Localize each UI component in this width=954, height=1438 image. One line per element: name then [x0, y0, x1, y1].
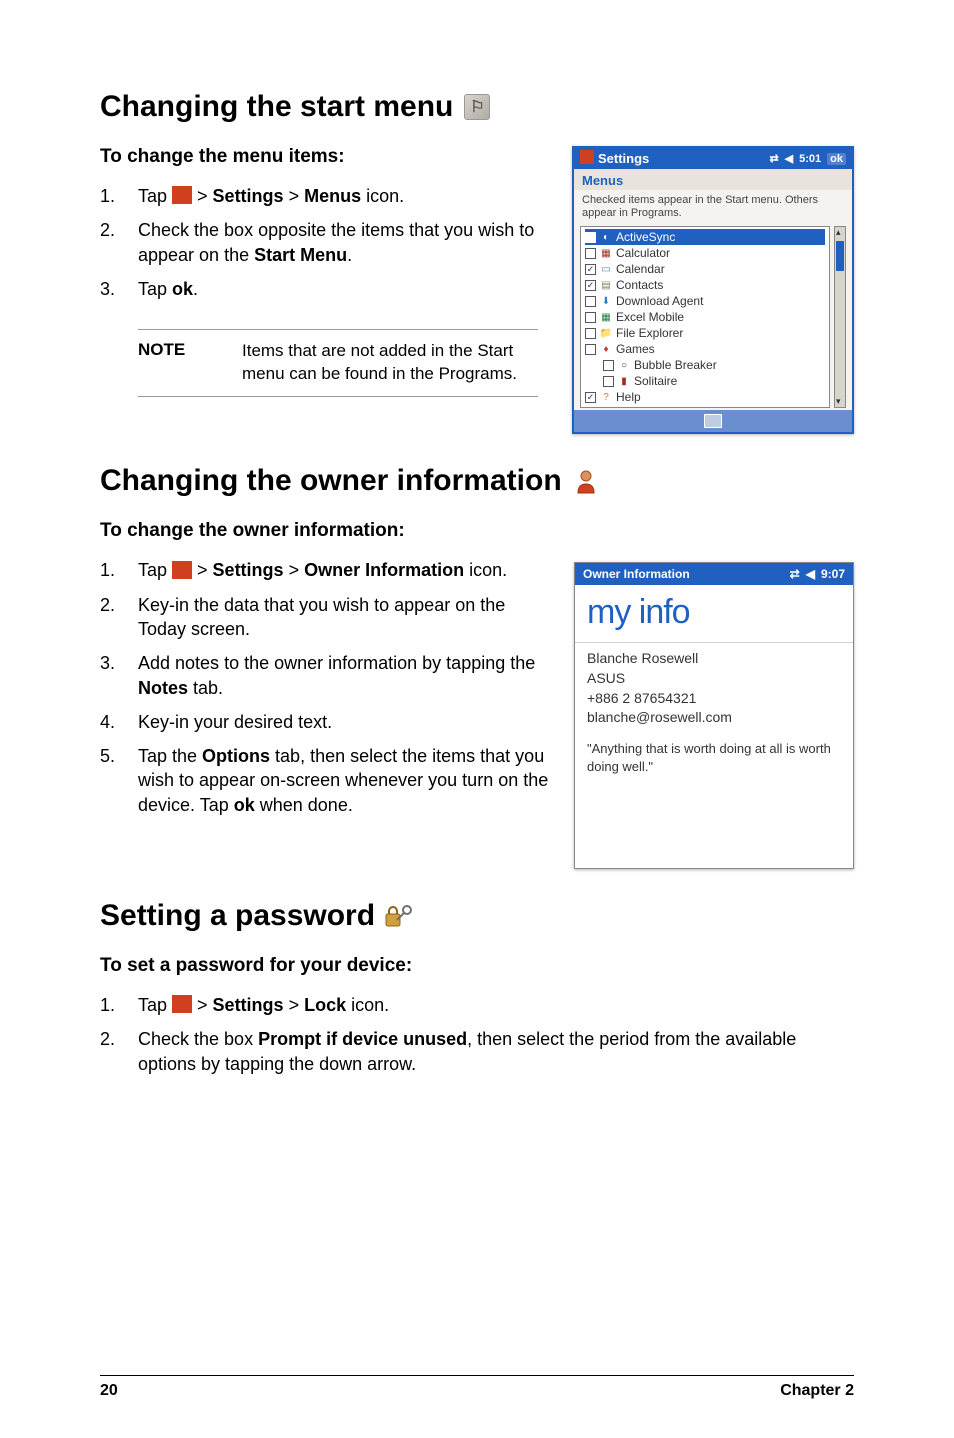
owner-time: 9:07	[821, 567, 845, 581]
list-item-bubble[interactable]: ○Bubble Breaker	[585, 357, 825, 373]
shot-time: 5:01	[799, 153, 821, 165]
list-item-contacts[interactable]: ✓▤Contacts	[585, 277, 825, 293]
screenshot-menus: Settings ⇄ ◀ 5:01 ok Menus Checked items…	[572, 146, 854, 434]
page-number: 20	[100, 1382, 118, 1400]
subheading-menu-items: To change the menu items:	[100, 146, 552, 168]
section-start-menu: Changing the start menu To change the me…	[100, 90, 854, 434]
step-2: Check the box Prompt if device unused, t…	[100, 1027, 854, 1076]
list-item-excel[interactable]: ▦Excel Mobile	[585, 309, 825, 325]
calculator-icon: ▦	[600, 247, 612, 259]
calendar-icon: ▭	[600, 263, 612, 275]
activesync-icon: ◐	[600, 231, 612, 243]
excel-icon: ▦	[600, 311, 612, 323]
section-password: Setting a password To set a password for…	[100, 899, 854, 1076]
chapter-label: Chapter 2	[780, 1382, 854, 1400]
step-3: Add notes to the owner information by ta…	[100, 651, 554, 700]
owner-name: Blanche Rosewell	[587, 649, 841, 669]
step-4: Key-in your desired text.	[100, 710, 554, 734]
note-box: NOTE Items that are not added in the Sta…	[138, 329, 538, 397]
shot-title-right: ⇄ ◀ 5:01 ok	[769, 152, 846, 165]
heading-text: Setting a password	[100, 899, 375, 933]
step-1: Tap > Settings > Lock icon.	[100, 993, 854, 1017]
list-item-download[interactable]: ⬇Download Agent	[585, 293, 825, 309]
shot-title-text: Settings	[598, 151, 649, 166]
volume-icon: ◀	[806, 567, 815, 581]
subheading-owner-info: To change the owner information:	[100, 520, 854, 542]
step-1: Tap > Settings > Menus icon.	[100, 184, 552, 208]
solitaire-icon: ▮	[618, 375, 630, 387]
download-icon: ⬇	[600, 295, 612, 307]
shot-list: ◐ActiveSync ▦Calculator ✓▭Calendar ✓▤Con…	[574, 224, 852, 410]
list-item-calculator[interactable]: ▦Calculator	[585, 245, 825, 261]
games-icon: ♦	[600, 343, 612, 355]
list-item-explorer[interactable]: 📁File Explorer	[585, 325, 825, 341]
owner-email: blanche@rosewell.com	[587, 708, 841, 728]
help-icon: ?	[600, 391, 612, 403]
list-item-solitaire[interactable]: ▮Solitaire	[585, 373, 825, 389]
ok-button[interactable]: ok	[827, 153, 846, 165]
password-steps: Tap > Settings > Lock icon. Check the bo…	[100, 993, 854, 1076]
step-3: Tap ok.	[100, 277, 552, 301]
start-icon	[580, 150, 594, 164]
section-owner-info: Changing the owner information To change…	[100, 464, 854, 869]
heading-password: Setting a password	[100, 899, 854, 933]
owner-info-steps: Tap > Settings > Owner Information icon.…	[100, 558, 554, 817]
owner-banner: my info	[575, 585, 853, 642]
subheading-password: To set a password for your device:	[100, 955, 854, 977]
owner-phone: +886 2 87654321	[587, 689, 841, 709]
note-label: NOTE	[138, 340, 218, 386]
list-item-games[interactable]: ♦Games	[585, 341, 825, 357]
contacts-icon: ▤	[600, 279, 612, 291]
owner-info-columns: Tap > Settings > Owner Information icon.…	[100, 558, 854, 869]
lock-key-icon	[385, 902, 413, 930]
shot-description: Checked items appear in the Start menu. …	[574, 190, 852, 224]
start-menu-left: To change the menu items: Tap > Settings…	[100, 146, 552, 397]
owner-titlebar: Owner Information ⇄ ◀ 9:07	[575, 563, 853, 585]
screenshot-owner: Owner Information ⇄ ◀ 9:07 my info Blanc…	[574, 558, 854, 869]
owner-quote: "Anything that is worth doing at all is …	[587, 740, 841, 776]
menu-flag-icon	[463, 93, 491, 121]
start-icon	[172, 186, 192, 204]
person-icon	[572, 467, 600, 495]
start-icon	[172, 561, 192, 579]
folder-icon: 📁	[600, 327, 612, 339]
heading-owner-info: Changing the owner information	[100, 464, 854, 498]
heading-start-menu: Changing the start menu	[100, 90, 854, 124]
owner-info-left: Tap > Settings > Owner Information icon.…	[100, 558, 554, 827]
heading-text: Changing the owner information	[100, 464, 562, 498]
connectivity-icon: ⇄	[790, 567, 800, 581]
list-item-help[interactable]: ✓?Help	[585, 389, 825, 405]
step-5: Tap the Options tab, then select the ite…	[100, 744, 554, 817]
shot-titlebar: Settings ⇄ ◀ 5:01 ok	[574, 148, 852, 169]
step-2: Check the box opposite the items that yo…	[100, 218, 552, 267]
shot-bottom-bar	[574, 410, 852, 432]
owner-company: ASUS	[587, 669, 841, 689]
scrollbar[interactable]	[834, 226, 846, 408]
step-2: Key-in the data that you wish to appear …	[100, 593, 554, 642]
owner-title-text: Owner Information	[583, 567, 690, 581]
start-menu-columns: To change the menu items: Tap > Settings…	[100, 146, 854, 434]
list-item-activesync[interactable]: ◐ActiveSync	[585, 229, 825, 245]
heading-text: Changing the start menu	[100, 90, 453, 124]
start-icon	[172, 995, 192, 1013]
page-footer: 20 Chapter 2	[100, 1375, 854, 1400]
volume-icon: ◀	[785, 152, 793, 165]
owner-body: Blanche Rosewell ASUS +886 2 87654321 bl…	[575, 642, 853, 868]
start-menu-steps: Tap > Settings > Menus icon. Check the b…	[100, 184, 552, 301]
keyboard-icon[interactable]	[704, 414, 722, 428]
owner-title-right: ⇄ ◀ 9:07	[790, 567, 845, 581]
shot-subtitle: Menus	[574, 169, 852, 190]
connectivity-icon: ⇄	[769, 152, 778, 165]
list-item-calendar[interactable]: ✓▭Calendar	[585, 261, 825, 277]
step-1: Tap > Settings > Owner Information icon.	[100, 558, 554, 582]
bubble-icon: ○	[618, 359, 630, 371]
note-text: Items that are not added in the Start me…	[242, 340, 538, 386]
